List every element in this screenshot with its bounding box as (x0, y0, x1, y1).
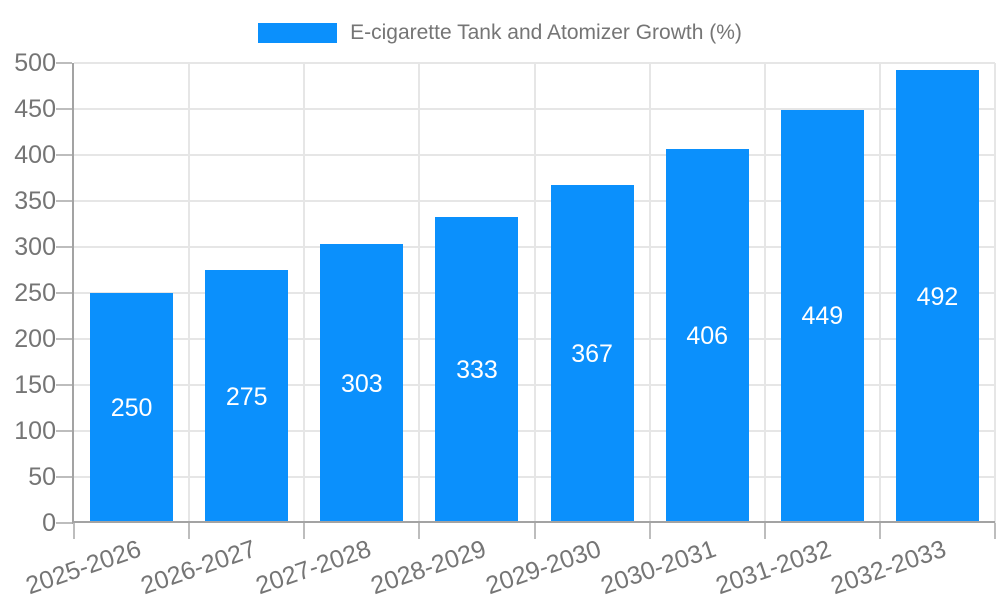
bar (435, 216, 519, 523)
x-gridline (533, 63, 536, 523)
x-tick (533, 523, 536, 539)
legend-swatch (258, 23, 338, 43)
y-tick-label: 50 (28, 463, 56, 491)
x-gridline (188, 63, 191, 523)
x-tick (418, 523, 421, 539)
y-tick (56, 62, 72, 64)
y-axis-line (72, 63, 74, 524)
x-tick (73, 523, 75, 539)
y-tick-label: 350 (14, 187, 56, 215)
bar-value-label: 492 (916, 282, 959, 311)
y-tick (56, 292, 72, 294)
x-tick (994, 523, 996, 539)
y-tick-label: 250 (14, 279, 56, 307)
y-tick-label: 200 (14, 325, 56, 353)
y-tick (56, 522, 72, 524)
x-axis-line (72, 521, 995, 523)
bar-value-label: 250 (110, 394, 153, 422)
x-tick (648, 523, 651, 539)
x-gridline (878, 63, 881, 523)
y-tick-label: 100 (14, 417, 56, 445)
bar-value-label: 333 (456, 355, 498, 384)
bar-value-label: 367 (571, 340, 613, 369)
x-tick (188, 523, 191, 539)
bar (665, 149, 749, 523)
x-gridline (303, 63, 306, 523)
x-gridline (418, 63, 421, 523)
y-tick (56, 200, 72, 202)
y-tick (56, 246, 72, 248)
y-tick (56, 338, 72, 340)
y-tick-label: 0 (42, 509, 56, 537)
bar (895, 70, 979, 523)
y-tick (56, 108, 72, 110)
legend: E-cigarette Tank and Atomizer Growth (%) (0, 21, 1000, 44)
y-tick (56, 430, 72, 432)
x-gridline (763, 63, 766, 523)
bar-value-label: 406 (686, 322, 729, 351)
y-tick (56, 384, 72, 386)
bar (550, 185, 634, 523)
bar-value-label: 275 (225, 382, 268, 411)
x-gridline (648, 63, 651, 523)
bar-value-label: 303 (340, 369, 383, 398)
bar-value-label: 449 (801, 302, 844, 331)
y-tick-label: 450 (14, 95, 56, 123)
y-tick-label: 400 (14, 141, 56, 169)
x-tick (878, 523, 881, 539)
x-tick (303, 523, 306, 539)
bar (90, 293, 174, 523)
y-tick-label: 150 (14, 371, 56, 399)
x-tick (763, 523, 766, 539)
y-tick-label: 300 (14, 233, 56, 261)
y-tick (56, 154, 72, 156)
bar (780, 109, 864, 523)
y-tick-label: 500 (14, 49, 56, 77)
bar (205, 270, 289, 523)
x-gridline (994, 63, 996, 523)
legend-label: E-cigarette Tank and Atomizer Growth (%) (350, 21, 742, 44)
y-tick (56, 476, 72, 478)
bar (320, 244, 404, 523)
